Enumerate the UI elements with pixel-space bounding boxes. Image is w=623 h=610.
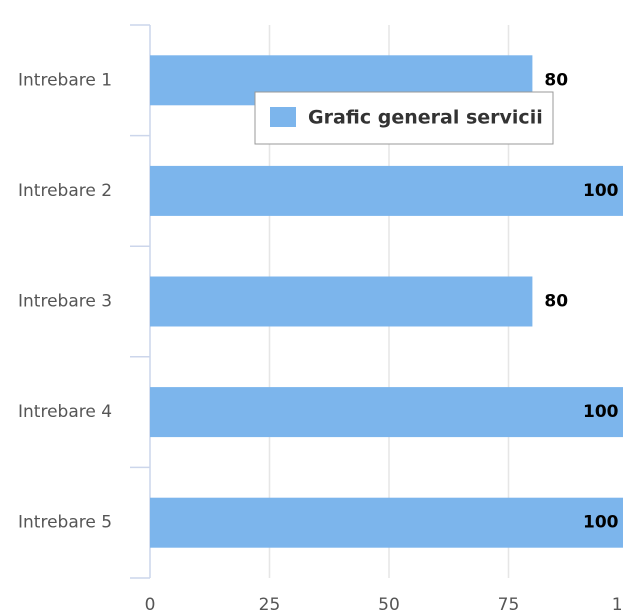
legend-swatch	[270, 107, 296, 127]
data-label: 80	[544, 292, 568, 312]
x-tick-label: 50	[378, 595, 400, 610]
data-label: 80	[544, 70, 568, 90]
bar	[150, 497, 623, 548]
legend: Grafic general servicii	[254, 91, 554, 145]
x-tick-label: 75	[498, 595, 520, 610]
y-tick-label: Intrebare 3	[18, 292, 112, 312]
legend-label: Grafic general servicii	[308, 107, 543, 129]
y-tick-label: Intrebare 1	[18, 70, 112, 90]
data-label: 100	[583, 402, 619, 422]
data-label: 100	[583, 181, 619, 201]
bar	[150, 276, 533, 327]
x-tick-label: 0	[145, 595, 156, 610]
y-tick-label: Intrebare 2	[18, 181, 112, 201]
bar	[150, 387, 623, 438]
bar	[150, 165, 623, 216]
x-tick-label: 100	[612, 595, 623, 610]
data-label: 100	[583, 513, 619, 533]
legend-box	[254, 91, 554, 145]
y-tick-label: Intrebare 5	[18, 513, 112, 533]
y-tick-label: Intrebare 4	[18, 402, 112, 422]
x-tick-label: 25	[259, 595, 281, 610]
